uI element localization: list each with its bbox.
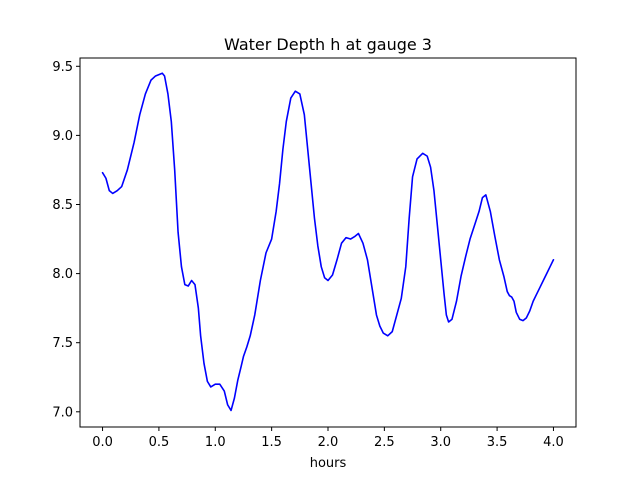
x-tick-label: 0.5 (149, 435, 170, 450)
x-tick-label: 3.0 (430, 435, 451, 450)
x-tick-label: 2.0 (318, 435, 339, 450)
y-tick-label: 9.5 (52, 60, 73, 75)
x-tick-label: 2.5 (374, 435, 395, 450)
y-axis: 7.0 7.5 8.0 8.5 9.0 9.5 (52, 60, 80, 420)
x-tick-label: 3.5 (487, 435, 508, 450)
y-tick-label: 7.0 (52, 405, 73, 420)
x-axis: 0.0 0.5 1.0 1.5 2.0 2.5 3.0 3.5 4.0 (92, 427, 564, 450)
series-line-0 (101, 72, 555, 412)
plot-frame (79, 57, 577, 428)
x-tick-label: 1.0 (205, 435, 226, 450)
y-tick-label: 7.5 (52, 336, 73, 351)
x-tick-label: 4.0 (543, 435, 564, 450)
x-axis-label: hours (310, 456, 347, 471)
y-tick-label: 9.0 (52, 129, 73, 144)
plot-area (101, 72, 555, 412)
y-tick-label: 8.5 (52, 198, 73, 213)
x-tick-label: 0.0 (92, 435, 113, 450)
chart-title: Water Depth h at gauge 3 (224, 35, 432, 54)
y-tick-label: 8.0 (52, 267, 73, 282)
x-tick-label: 1.5 (261, 435, 282, 450)
